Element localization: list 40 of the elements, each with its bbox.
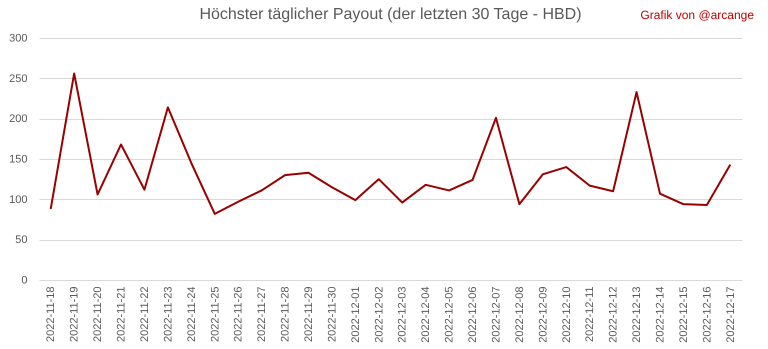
x-tick-label: 2022-11-24 <box>186 286 198 342</box>
x-tick-label: 2022-12-04 <box>420 286 432 343</box>
x-tick-label: 2022-12-06 <box>467 286 480 343</box>
x-tick-label: 2022-12-10 <box>560 286 573 343</box>
line-series <box>50 72 732 215</box>
x-tick-label: 2022-12-07 <box>490 286 502 343</box>
x-tick-label: 2022-11-29 <box>302 286 315 342</box>
x-tick-label: 2022-12-11 <box>584 286 596 342</box>
x-tick-label: 2022-12-12 <box>608 286 620 343</box>
x-tick-label: 2022-11-20 <box>92 286 104 342</box>
y-tick-label: 100 <box>9 194 28 206</box>
x-tick-label: 2022-12-16 <box>701 286 714 343</box>
x-tick-label: 2022-11-22 <box>138 286 151 342</box>
y-tick-label: 150 <box>9 154 28 166</box>
x-tick-label: 2022-11-26 <box>232 286 245 342</box>
x-tick-label: 2022-11-25 <box>209 286 222 342</box>
x-tick-label: 2022-12-03 <box>396 286 409 343</box>
chart-title: Höchster täglicher Payout (der letzten 30 Tage - HBD) <box>199 6 582 23</box>
text: Grafik von @arcange <box>640 8 754 22</box>
x-tick-label: 2022-11-30 <box>326 286 338 342</box>
x-tick-label: 2022-11-18 <box>45 286 58 342</box>
x-tick-label: 2022-12-17 <box>724 286 737 343</box>
x-tick-label: 2022-12-14 <box>654 286 666 343</box>
x-tick-label: 2022-11-19 <box>68 286 81 342</box>
y-tick-label: 50 <box>15 234 28 246</box>
x-tick-label: 2022-12-08 <box>514 286 526 343</box>
x-tick-label: 2022-12-05 <box>444 286 456 343</box>
x-tick-label: 2022-12-09 <box>537 286 550 343</box>
y-tick-label: 250 <box>9 72 28 85</box>
y-tick-label: 300 <box>9 32 28 44</box>
x-tick-label: 2022-12-13 <box>631 286 644 343</box>
x-tick-label: 2022-11-27 <box>256 286 268 342</box>
x-tick-label: 2022-11-21 <box>116 286 128 342</box>
x-tick-label: 2022-11-28 <box>280 286 292 342</box>
y-tick-label: 0 <box>21 274 28 286</box>
x-tick-label: 2022-11-23 <box>162 286 174 342</box>
x-tick-label: 2022-12-01 <box>350 286 362 343</box>
x-tick-label: 2022-12-15 <box>678 286 690 343</box>
x-tick-label: 2022-12-02 <box>373 286 386 343</box>
y-tick-label: 200 <box>9 113 28 126</box>
